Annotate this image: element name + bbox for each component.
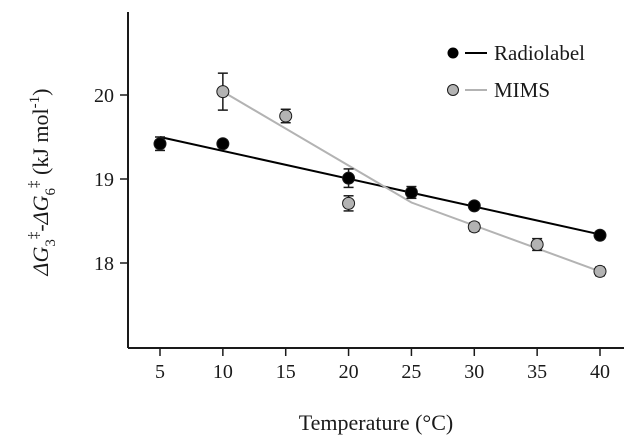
x-tick-label-35: 35 [527, 361, 547, 383]
marker [279, 109, 293, 123]
point-radiolabel-10 [216, 137, 230, 151]
point-mims-40 [593, 264, 607, 278]
point-radiolabel-5 [153, 136, 167, 152]
x-tick-label-15: 15 [276, 361, 296, 383]
x-tick-label-25: 25 [401, 361, 421, 383]
marker [593, 228, 607, 242]
marker [216, 85, 230, 99]
marker [216, 137, 230, 151]
marker [404, 185, 418, 199]
y-tick-label-18: 18 [94, 253, 114, 275]
y-axis-title: ΔG3‡-ΔG6‡ (kJ mol-1) [26, 89, 59, 277]
axes [127, 12, 624, 349]
y-tick-label-19: 19 [94, 169, 114, 191]
point-mims-20 [342, 195, 356, 212]
x-tick-label-5: 5 [155, 361, 165, 383]
marker [467, 199, 481, 213]
point-radiolabel-40 [593, 228, 607, 242]
point-mims-15 [279, 108, 293, 124]
point-mims-10 [216, 72, 230, 111]
x-tick-label-20: 20 [339, 361, 359, 383]
data-points [153, 72, 607, 278]
legend-label-radiolabel: Radiolabel [494, 41, 585, 65]
marker [342, 171, 356, 185]
legend-marker-mims [447, 84, 459, 96]
x-tick-label-30: 30 [464, 361, 484, 383]
fit-line-radiolabel [159, 136, 601, 236]
y-tick-label-20: 20 [94, 85, 114, 107]
point-radiolabel-30 [467, 199, 481, 213]
legend: Radiolabel MIMS [447, 41, 585, 102]
marker [153, 137, 167, 151]
point-radiolabel-20 [342, 168, 356, 189]
ticks: 5 10 15 20 25 30 35 40 18 19 20 [94, 85, 610, 383]
x-axis-title: Temperature (°C) [299, 410, 453, 435]
point-radiolabel-25 [404, 185, 418, 200]
x-tick-label-40: 40 [590, 361, 610, 383]
point-mims-30 [467, 220, 481, 234]
marker [593, 264, 607, 278]
x-tick-label-10: 10 [213, 361, 233, 383]
point-mims-35 [530, 237, 544, 252]
legend-label-mims: MIMS [494, 78, 550, 102]
marker [530, 238, 544, 252]
marker [342, 196, 356, 210]
marker [467, 220, 481, 234]
legend-marker-radiolabel [447, 47, 459, 59]
